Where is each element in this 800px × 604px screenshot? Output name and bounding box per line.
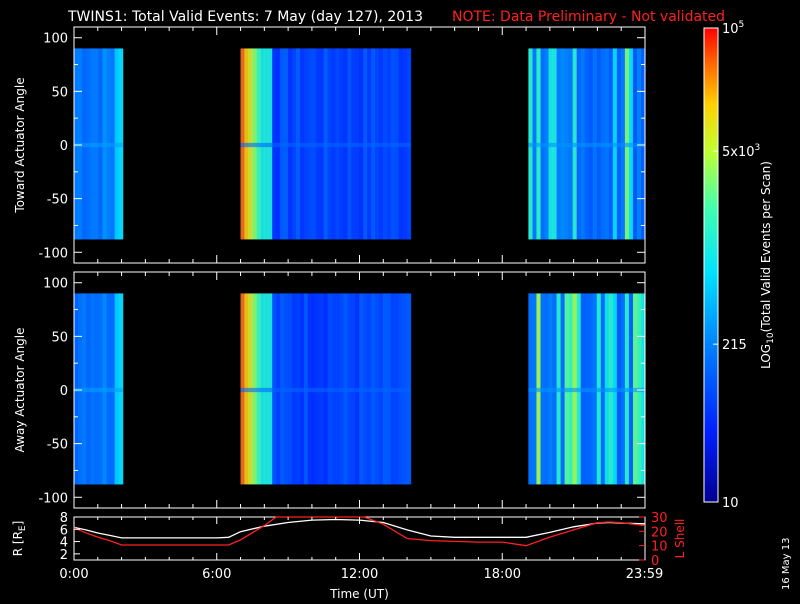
lshell-series-line	[73, 516, 646, 547]
heatmap-segment	[528, 48, 646, 240]
left-axis-label-main: R [R	[11, 531, 25, 556]
heatmap-segment	[240, 48, 412, 240]
left-y-tick-label: 2	[60, 548, 68, 563]
right-y-tick-label: 20	[651, 525, 668, 540]
preliminary-note: NOTE: Data Preliminary - Not validated	[452, 9, 725, 25]
colorbar-tick-base: 5x10	[722, 145, 755, 160]
colorbar-tick-base: 10	[722, 22, 739, 37]
colorbar-tick-label: 105	[722, 20, 744, 37]
heatmap-cell	[74, 387, 123, 393]
heatmap-segment	[74, 48, 124, 240]
heatmap-cell	[528, 387, 645, 393]
heatmap-cell	[240, 142, 411, 148]
y-tick-label: -50	[47, 193, 68, 208]
heatmap-segment	[528, 293, 646, 485]
right-y-tick-label: 10	[651, 540, 668, 555]
y-tick-label: -100	[38, 246, 68, 261]
colorbar-tick-label: 10	[722, 496, 739, 511]
y-tick-label: -100	[38, 491, 68, 506]
left-y-tick-label: 4	[60, 536, 68, 551]
x-tick-label: 23:59	[626, 567, 663, 582]
x-axis-label: Time (UT)	[329, 587, 389, 600]
colorbar-tick-exp: 5	[739, 20, 745, 30]
y-tick-label: 50	[51, 85, 68, 100]
x-tick-label: 6:00	[202, 567, 231, 582]
heatmap-segment	[74, 293, 124, 485]
y-tick-label: 50	[51, 330, 68, 345]
colorbar-scale	[703, 27, 719, 503]
colorbar-tick-base: 215	[722, 338, 747, 353]
colorbar-label-sub: 10	[766, 332, 776, 344]
left-axis-label-end: ]	[11, 521, 25, 526]
colorbar-label-main: LOG	[759, 344, 773, 369]
y-axis-label: Away Actuator Angle	[13, 327, 27, 452]
x-tick-label: 18:00	[484, 567, 521, 582]
colorbar-tick-label: 215	[722, 338, 747, 353]
y-tick-label: 100	[43, 32, 68, 47]
x-tick-label: 12:00	[341, 567, 378, 582]
y-tick-label: 0	[60, 139, 68, 154]
heatmap-segment	[240, 293, 412, 485]
left-y-tick-label: 6	[60, 523, 68, 538]
toward-panel: 100 50 0 -50 -100 Toward Actuator Angle	[13, 26, 646, 264]
y-tick-label: 100	[43, 277, 68, 292]
heatmap-cell	[74, 142, 123, 148]
date-stamp: 16 May 13	[781, 538, 792, 590]
colorbar-tick-exp: 3	[755, 143, 761, 153]
left-axis-label: R [RE]	[11, 521, 28, 557]
left-axis-label-sub: E	[18, 525, 28, 531]
colorbar-tick-base: 10	[722, 496, 739, 511]
y-axis-label: Toward Actuator Angle	[13, 77, 27, 213]
colorbar-label-rest: (Total Valid Events per Scan)	[759, 161, 773, 332]
heatmap-cell	[528, 142, 645, 148]
y-tick-label: -50	[47, 438, 68, 453]
away-panel: 100 50 0 -50 -100 Away Actuator Angle	[13, 271, 646, 509]
right-y-tick-label: 30	[651, 511, 668, 526]
y-tick-label: 0	[60, 384, 68, 399]
heatmap-cell	[240, 387, 411, 393]
right-axis-label: L Shell	[673, 519, 687, 559]
colorbar-tick-label: 5x103	[722, 143, 760, 160]
left-y-tick-label: 8	[60, 511, 68, 526]
colorbar-label: LOG10(Total Valid Events per Scan)	[759, 161, 776, 369]
x-tick-label: 0:00	[59, 567, 88, 582]
chart-title: TWINS1: Total Valid Events: 7 May (day 1…	[67, 9, 423, 25]
right-y-tick-label: 0	[651, 554, 659, 569]
